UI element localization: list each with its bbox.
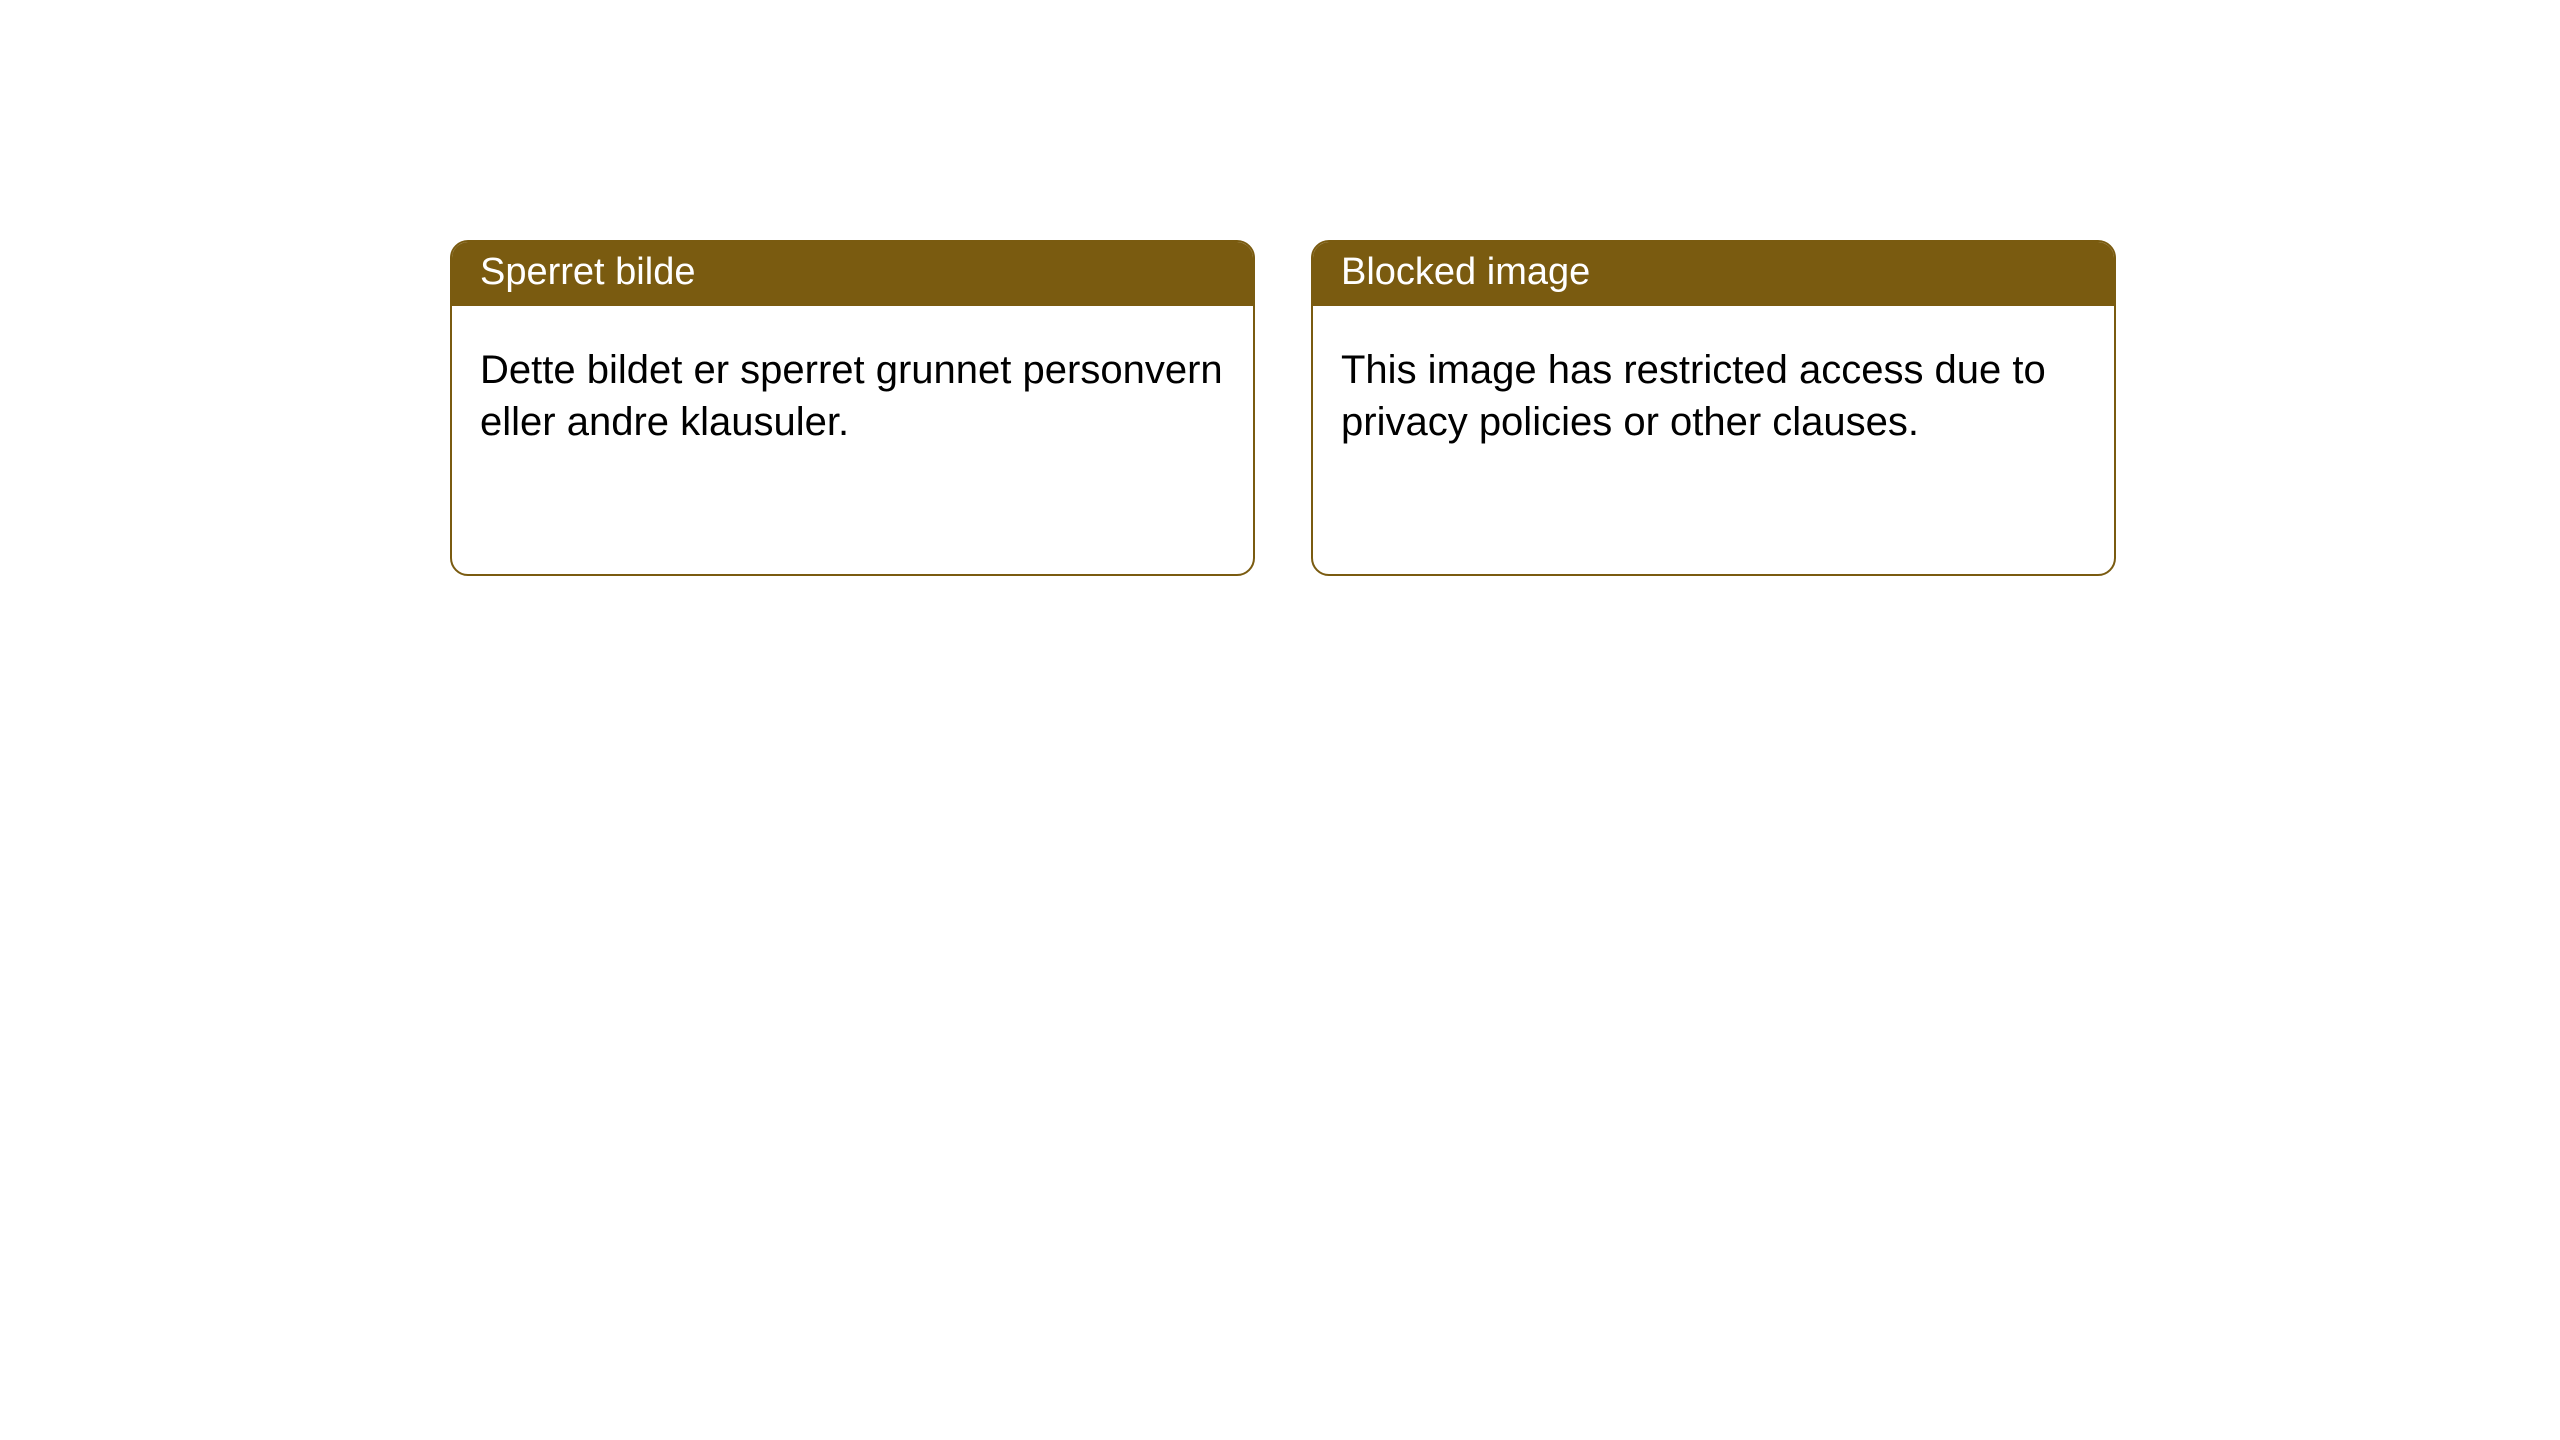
notice-box-norwegian: Sperret bilde Dette bildet er sperret gr… (450, 240, 1255, 576)
notice-header: Sperret bilde (452, 242, 1253, 306)
notice-container: Sperret bilde Dette bildet er sperret gr… (0, 0, 2560, 576)
notice-body: This image has restricted access due to … (1313, 306, 2114, 476)
notice-box-english: Blocked image This image has restricted … (1311, 240, 2116, 576)
notice-header: Blocked image (1313, 242, 2114, 306)
notice-body: Dette bildet er sperret grunnet personve… (452, 306, 1253, 476)
